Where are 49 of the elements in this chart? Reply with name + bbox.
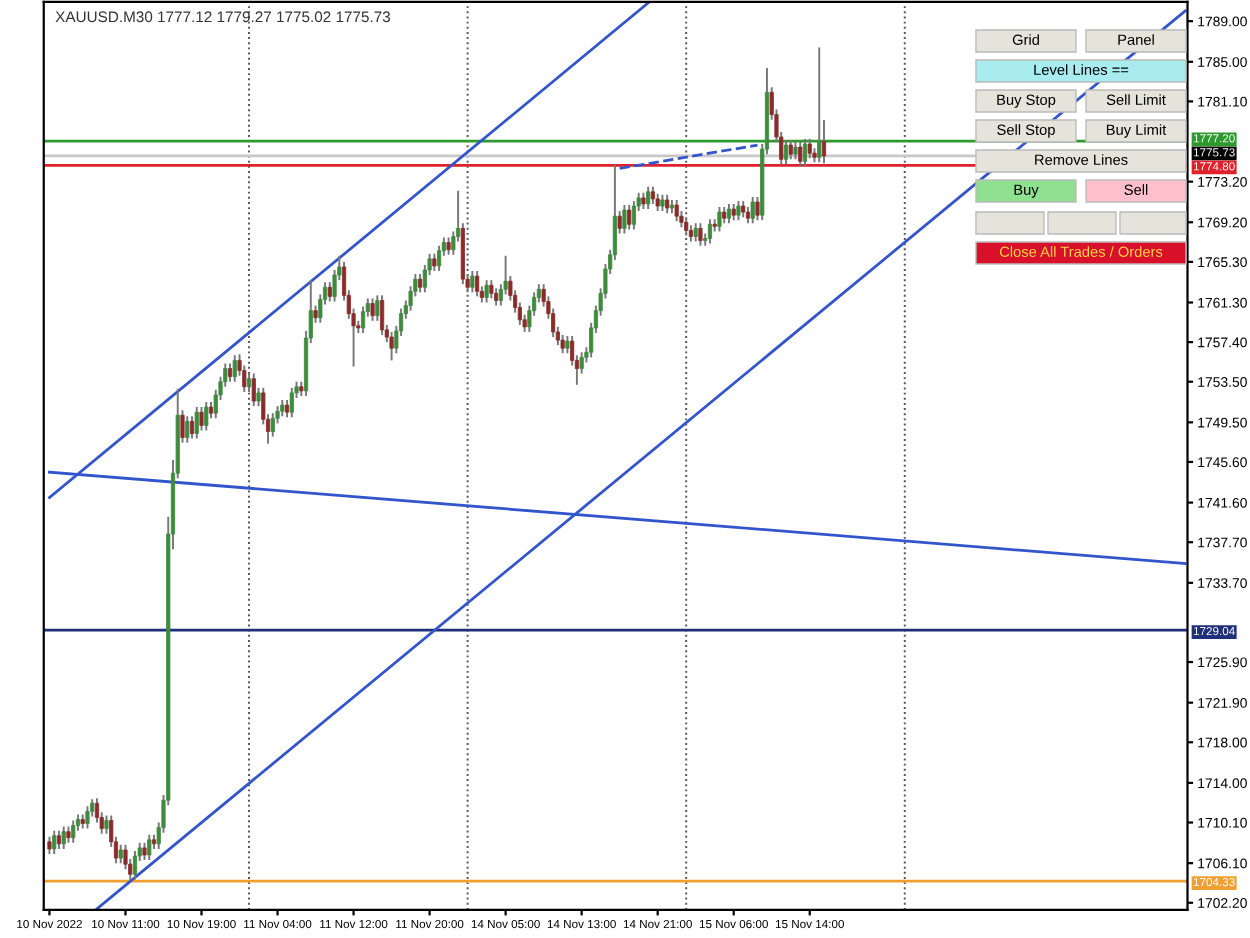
candlestick xyxy=(227,362,233,383)
candlestick xyxy=(665,193,670,215)
candlestick xyxy=(788,139,793,161)
candlestick xyxy=(631,199,636,231)
candlestick xyxy=(798,141,803,168)
candlestick xyxy=(147,833,152,862)
candlestick xyxy=(693,222,698,243)
candlestick xyxy=(85,805,90,830)
candlestick xyxy=(717,206,722,233)
candlestick xyxy=(807,138,812,160)
candlestick xyxy=(484,279,489,304)
candlestick xyxy=(646,185,651,211)
candlestick xyxy=(475,270,480,298)
candlestick xyxy=(204,401,209,432)
candlestick xyxy=(251,372,256,408)
candlestick xyxy=(560,334,565,355)
candlestick xyxy=(379,294,385,336)
candlestick xyxy=(684,216,689,237)
candlestick xyxy=(470,270,475,294)
candlestick xyxy=(189,415,195,440)
candlestick xyxy=(783,139,789,166)
candlestick xyxy=(802,138,808,168)
candlestick xyxy=(489,279,494,300)
candlestick xyxy=(736,199,741,222)
candlestick xyxy=(185,415,190,444)
candlestick xyxy=(389,330,394,362)
candlestick xyxy=(194,406,199,440)
candlestick xyxy=(622,204,627,235)
candlestick xyxy=(707,218,713,245)
candlestick xyxy=(750,195,755,225)
candlestick xyxy=(232,354,237,383)
candlestick xyxy=(437,244,442,272)
candlestick xyxy=(71,819,76,844)
candlestick xyxy=(56,829,62,850)
candlestick xyxy=(132,849,138,881)
candlestick xyxy=(627,204,632,231)
candlestick xyxy=(360,305,366,334)
candlestick xyxy=(118,843,123,865)
candlestick xyxy=(698,222,703,247)
candlestick xyxy=(370,297,375,322)
candlestick xyxy=(289,386,294,419)
candlestick xyxy=(270,412,275,438)
candlestick xyxy=(726,203,732,225)
candlestick xyxy=(817,46,822,164)
candlestick xyxy=(199,406,204,432)
candlestick xyxy=(52,829,57,855)
candlestick xyxy=(61,825,66,850)
candlestick xyxy=(674,198,679,223)
candlestick xyxy=(418,273,423,294)
